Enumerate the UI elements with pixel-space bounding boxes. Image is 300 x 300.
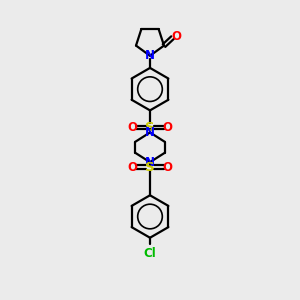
Text: O: O bbox=[162, 121, 172, 134]
Text: Cl: Cl bbox=[144, 247, 156, 260]
Text: O: O bbox=[128, 121, 138, 134]
Text: O: O bbox=[162, 161, 172, 174]
Text: O: O bbox=[171, 30, 181, 43]
Text: S: S bbox=[145, 161, 155, 174]
Text: O: O bbox=[128, 161, 138, 174]
Text: S: S bbox=[145, 121, 155, 134]
Text: N: N bbox=[145, 156, 155, 169]
Text: N: N bbox=[145, 126, 155, 139]
Text: N: N bbox=[145, 49, 155, 62]
